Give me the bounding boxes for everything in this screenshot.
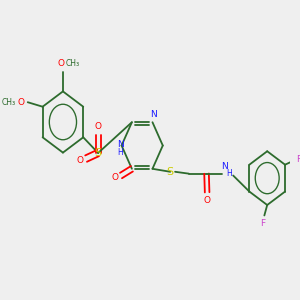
Text: F: F [296, 154, 300, 164]
Text: O: O [58, 59, 65, 68]
Text: O: O [94, 122, 102, 131]
Text: O: O [204, 196, 211, 205]
Text: O: O [111, 173, 118, 182]
Text: CH₃: CH₃ [2, 98, 16, 107]
Text: O: O [76, 156, 83, 165]
Text: N: N [117, 140, 124, 148]
Text: S: S [167, 167, 174, 177]
Text: S: S [94, 148, 102, 158]
Text: N: N [150, 110, 156, 119]
Text: H: H [118, 148, 123, 158]
Text: CH₃: CH₃ [66, 59, 80, 68]
Text: F: F [260, 219, 266, 228]
Text: H: H [226, 169, 232, 178]
Text: N: N [221, 162, 228, 171]
Text: O: O [18, 98, 25, 107]
